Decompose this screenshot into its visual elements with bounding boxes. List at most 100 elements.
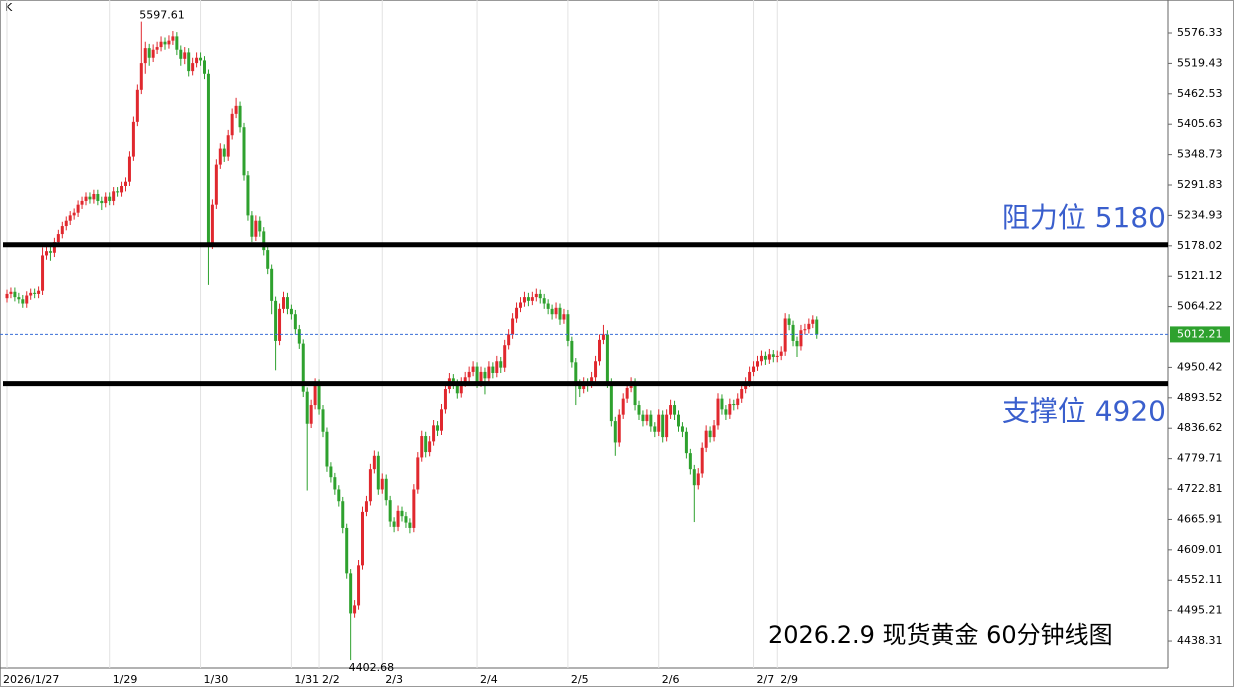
candle-body (653, 426, 657, 432)
candle-body (60, 226, 64, 235)
candle-body (534, 293, 538, 298)
x-tick-label: 2/6 (662, 673, 680, 686)
candle-body (432, 425, 436, 442)
candle-body (756, 361, 759, 367)
level-label: 阻力位 5180 (1002, 201, 1166, 234)
candle-body (499, 361, 503, 368)
candle-body (301, 343, 305, 392)
candle-body (708, 430, 712, 438)
candle-body (274, 300, 278, 341)
candle-body (88, 196, 92, 200)
y-tick-label: 5576.33 (1177, 26, 1223, 39)
x-tick-label: 2026/1/27 (3, 673, 59, 686)
candle-body (550, 308, 554, 315)
candle-body (206, 73, 210, 245)
candle-body (171, 36, 175, 41)
candle-body (349, 573, 353, 614)
candle-body (52, 242, 56, 253)
candle-body (242, 127, 246, 176)
candle-body (503, 345, 507, 368)
candle-body (815, 319, 819, 335)
candle-body (80, 200, 84, 205)
candle-body (487, 366, 491, 379)
candle-body (712, 425, 716, 438)
candle-body (163, 41, 167, 45)
candle-body (357, 565, 361, 606)
candle-body (112, 191, 116, 201)
candle-body (538, 293, 542, 299)
candle-body (440, 409, 443, 431)
candle-body (771, 354, 775, 357)
candle-body (570, 340, 574, 363)
candle-body (72, 212, 76, 216)
candle-body (325, 431, 329, 467)
candle-body (562, 314, 566, 320)
candle-body (455, 383, 459, 394)
candle-body (116, 191, 120, 193)
candle-body (811, 319, 815, 324)
candle-body (203, 60, 206, 74)
candle-body (752, 366, 756, 372)
candle-body (558, 307, 562, 320)
candle-body (720, 398, 724, 410)
candle-body (795, 340, 799, 347)
candle-body (270, 268, 274, 301)
candles (5, 21, 819, 661)
candle-body (321, 409, 325, 432)
candle-body (372, 455, 376, 470)
candle-body (400, 510, 404, 517)
candle-body (179, 49, 183, 59)
candle-body (641, 414, 645, 422)
y-tick-label: 4893.52 (1177, 391, 1223, 404)
x-tick-label: 2/2 (322, 673, 340, 686)
overlay: 5597.61 4402.68 5012.21 阻力位 5180 支撑位 4920 (0, 9, 1230, 674)
candle-body (522, 297, 526, 303)
candle-body (258, 220, 262, 232)
candle-body (554, 307, 558, 315)
candle-body (578, 383, 582, 390)
candle-body (376, 455, 380, 490)
candle-body (598, 339, 601, 362)
candle-body (704, 430, 708, 448)
candle-body (37, 290, 41, 294)
candle-body (139, 63, 143, 90)
candle-body (56, 234, 60, 243)
last-price-label: 5012.21 (1177, 327, 1223, 340)
candle-body (68, 215, 72, 221)
candle-body (546, 303, 550, 309)
candle-body (716, 398, 720, 426)
candle-body (617, 414, 621, 443)
candle-body (361, 511, 364, 566)
candle-body (783, 318, 787, 352)
candle-body (151, 49, 155, 58)
candle-body (305, 391, 309, 424)
y-tick-label: 4836.62 (1177, 421, 1223, 434)
candle-body (775, 355, 779, 357)
candle-body (345, 527, 349, 574)
candle-body (625, 387, 629, 399)
candle-body (688, 453, 692, 470)
low-label: 4402.68 (349, 661, 395, 674)
candle-body (728, 403, 732, 415)
candle-body (566, 314, 570, 341)
candle-body (96, 193, 100, 201)
candle-body (677, 414, 680, 427)
candle-body (613, 421, 617, 443)
candle-body (17, 297, 21, 300)
candle-body (48, 251, 52, 253)
y-tick-label: 4950.42 (1177, 360, 1223, 373)
candle-body (45, 251, 48, 256)
y-tick-label: 5121.12 (1177, 269, 1223, 282)
x-tick-label: 2/5 (571, 673, 589, 686)
candle-body (108, 196, 112, 201)
high-label: 5597.61 (139, 9, 185, 22)
candle-body (278, 308, 282, 341)
candle-body (392, 521, 396, 527)
candle-body (41, 255, 45, 291)
candle-body (692, 469, 696, 486)
candle-body (167, 40, 171, 45)
candle-body (396, 510, 400, 527)
candle-body (214, 164, 218, 205)
candle-body (266, 250, 270, 269)
